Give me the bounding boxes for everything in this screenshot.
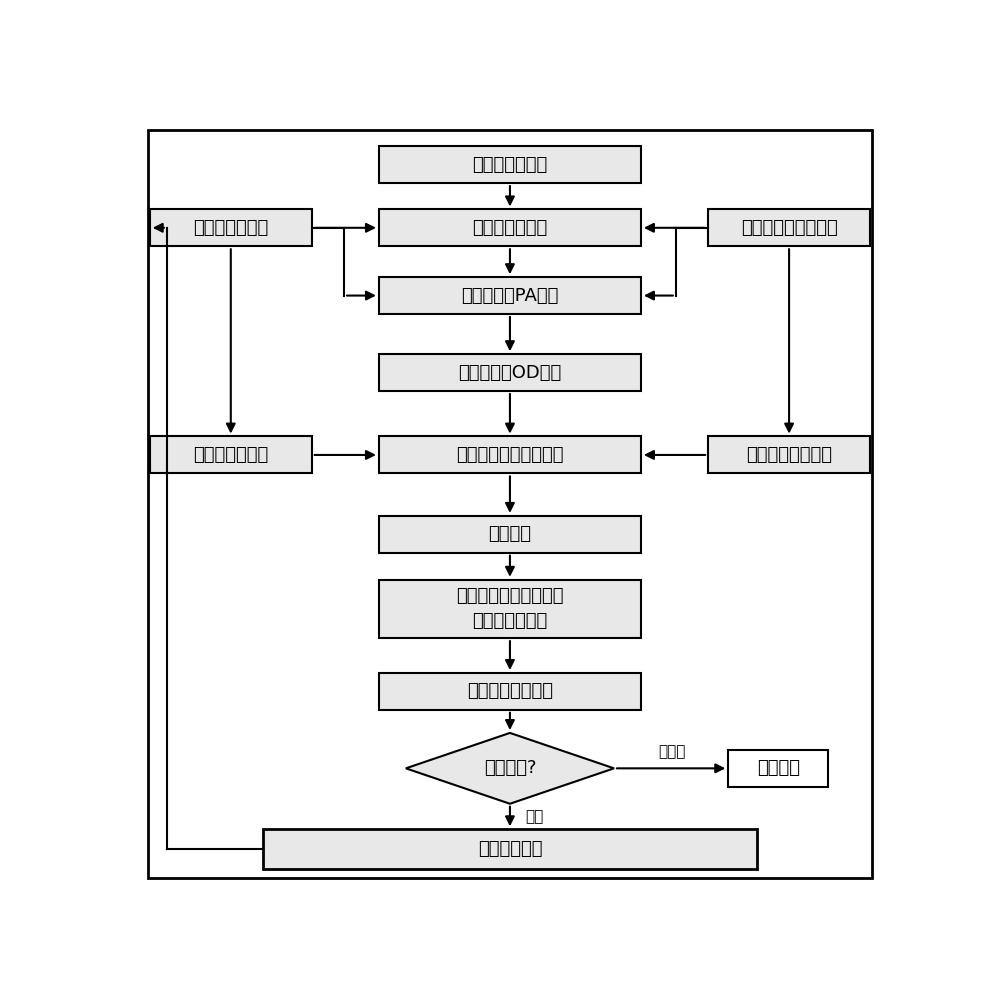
Text: 港口吞吐量预测: 港口吞吐量预测: [472, 156, 547, 174]
FancyBboxPatch shape: [150, 209, 311, 246]
Text: 港区道路交通配流模型: 港区道路交通配流模型: [455, 446, 564, 464]
FancyBboxPatch shape: [379, 209, 640, 246]
FancyBboxPatch shape: [147, 130, 872, 878]
Text: 分配的港区道路交通量
（一般和高峰）: 分配的港区道路交通量 （一般和高峰）: [455, 587, 564, 630]
Text: 节点交通量生成: 节点交通量生成: [472, 219, 547, 237]
Polygon shape: [406, 733, 613, 804]
FancyBboxPatch shape: [379, 354, 640, 391]
FancyBboxPatch shape: [379, 580, 640, 638]
FancyBboxPatch shape: [379, 516, 640, 553]
Text: 不拥堵: 不拥堵: [657, 744, 685, 759]
Text: 道路交通状态评价: 道路交通状态评价: [466, 682, 553, 700]
Text: 港区交通量PA矩阵: 港区交通量PA矩阵: [461, 287, 558, 305]
Text: 港区各节点约束: 港区各节点约束: [193, 446, 268, 464]
Text: 港区规划调整: 港区规划调整: [477, 840, 542, 858]
FancyBboxPatch shape: [262, 829, 756, 869]
FancyBboxPatch shape: [708, 436, 869, 473]
FancyBboxPatch shape: [150, 436, 311, 473]
FancyBboxPatch shape: [379, 436, 640, 473]
Text: 港区道路路阻函数: 港区道路路阻函数: [746, 446, 831, 464]
FancyBboxPatch shape: [379, 146, 640, 183]
Text: 输出结果: 输出结果: [756, 759, 799, 777]
Text: 是否拥堵?: 是否拥堵?: [483, 759, 536, 777]
FancyBboxPatch shape: [379, 277, 640, 314]
FancyBboxPatch shape: [379, 673, 640, 710]
FancyBboxPatch shape: [708, 209, 869, 246]
Text: 港区交通量OD矩阵: 港区交通量OD矩阵: [458, 364, 561, 382]
Text: 港区道路交通子系统: 港区道路交通子系统: [740, 219, 837, 237]
Text: 拥堵: 拥堵: [525, 809, 543, 824]
Text: 模型优化: 模型优化: [488, 525, 531, 543]
FancyBboxPatch shape: [728, 750, 828, 787]
Text: 港区节点子系统: 港区节点子系统: [193, 219, 268, 237]
